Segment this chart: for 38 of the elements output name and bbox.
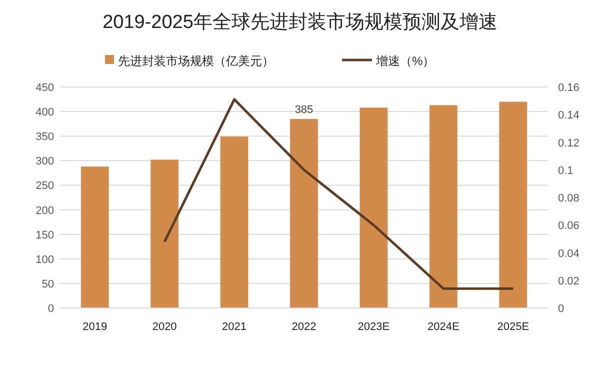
legend-label: 增速（%） — [375, 54, 435, 68]
x-tick-label: 2022 — [292, 321, 316, 333]
bar — [220, 136, 248, 308]
y2-tick-label: 0.08 — [558, 192, 580, 204]
y2-tick-label: 0.06 — [558, 220, 580, 232]
chart-title: 2019-2025年全球先进封装市场规模预测及增速 — [102, 11, 498, 33]
y-tick-label: 400 — [36, 106, 54, 119]
y2-tick-label: 0.04 — [558, 248, 580, 260]
bar — [429, 105, 458, 308]
x-tick-label: 2024E — [428, 321, 460, 333]
y-tick-label: 450 — [36, 82, 54, 94]
x-tick-label: 2019 — [82, 321, 108, 333]
y2-tick-label: 0.02 — [558, 275, 580, 288]
data-label: 385 — [294, 104, 314, 116]
y2-tick-label: 0.12 — [558, 137, 580, 150]
bar — [499, 102, 528, 308]
x-tick-label: 2023E — [358, 321, 390, 333]
y-tick-label: 350 — [36, 131, 54, 144]
x-tick-label: 2021 — [222, 321, 247, 333]
y-tick-label: 50 — [42, 278, 54, 290]
bar — [360, 108, 388, 308]
y2-tick-label: 0.1 — [558, 164, 574, 177]
y-tick-label: 300 — [36, 156, 54, 168]
y-tick-label: 250 — [36, 180, 54, 192]
x-tick-label: 2020 — [152, 321, 177, 333]
bar — [80, 166, 109, 308]
y2-tick-label: 0 — [558, 303, 564, 315]
bar — [290, 118, 318, 308]
y-tick-label: 100 — [36, 254, 54, 266]
bar — [150, 160, 179, 308]
y-tick-label: 150 — [36, 229, 54, 242]
y-tick-label: 0 — [48, 303, 54, 315]
line-series — [163, 98, 514, 290]
y-tick-label: 200 — [36, 204, 54, 217]
legend-label: 先进封装市场规模（亿美元） — [118, 54, 274, 68]
y2-tick-label: 0.14 — [558, 110, 580, 122]
y2-tick-label: 0.16 — [558, 82, 580, 94]
x-tick-label: 2025E — [497, 321, 530, 333]
